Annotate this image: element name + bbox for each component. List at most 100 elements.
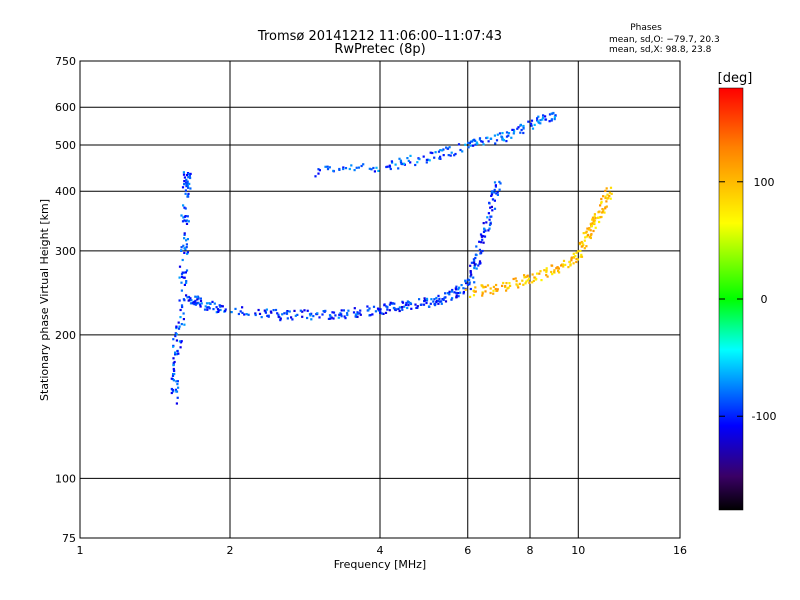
data-point <box>216 308 220 311</box>
data-point <box>483 227 486 230</box>
data-point <box>176 383 179 386</box>
data-point <box>597 216 600 219</box>
data-point <box>570 259 573 262</box>
data-point <box>355 166 358 169</box>
data-point <box>469 287 472 291</box>
data-point <box>181 271 184 274</box>
data-point <box>471 139 475 142</box>
data-point <box>425 158 428 161</box>
data-point <box>594 226 597 229</box>
data-point <box>478 137 482 140</box>
data-point <box>356 312 359 315</box>
data-point <box>294 314 297 317</box>
data-point <box>203 308 207 311</box>
data-point <box>377 169 380 172</box>
data-point <box>544 118 547 121</box>
data-point <box>254 312 257 315</box>
data-point <box>578 243 582 246</box>
data-point <box>484 285 487 288</box>
data-point <box>478 240 481 243</box>
data-point <box>490 191 493 194</box>
data-point <box>552 111 555 115</box>
data-point <box>539 270 542 273</box>
data-point <box>472 294 476 297</box>
data-point <box>258 312 262 315</box>
data-point <box>329 317 332 320</box>
data-point <box>599 216 602 219</box>
y-tick-label: 100 <box>55 472 76 485</box>
chart-subtitle: RwPretec (8p) <box>334 42 425 57</box>
data-point <box>558 271 561 274</box>
data-point <box>610 192 613 195</box>
data-point <box>539 122 542 125</box>
data-point <box>286 317 289 320</box>
data-point <box>600 211 603 214</box>
data-point <box>199 297 202 300</box>
data-point <box>174 353 177 356</box>
data-point <box>437 150 441 153</box>
data-point <box>178 340 181 343</box>
data-point <box>482 222 485 225</box>
data-point <box>422 303 426 306</box>
data-point <box>186 195 189 198</box>
data-point <box>353 307 356 310</box>
data-point <box>187 173 190 176</box>
data-point <box>514 277 517 280</box>
data-point <box>562 259 566 262</box>
data-point <box>407 159 410 162</box>
data-point <box>493 134 496 137</box>
data-point <box>316 312 319 315</box>
data-point <box>334 314 337 317</box>
data-point <box>531 273 534 276</box>
data-point <box>493 207 497 210</box>
data-point <box>425 301 428 305</box>
data-point <box>423 299 427 302</box>
data-point <box>469 295 472 298</box>
data-point <box>329 315 332 318</box>
data-point <box>572 252 575 255</box>
data-point <box>543 269 546 272</box>
colorbar-tick-label: 100 <box>754 176 775 189</box>
data-point <box>496 191 499 194</box>
data-point <box>185 219 189 222</box>
data-point <box>482 143 485 146</box>
data-point <box>301 315 304 318</box>
data-point <box>604 189 607 192</box>
data-point <box>505 282 508 285</box>
data-point <box>451 288 454 292</box>
data-point <box>474 256 477 260</box>
data-point <box>520 128 523 132</box>
data-point <box>515 283 518 286</box>
data-point <box>382 312 385 315</box>
data-point <box>479 233 483 236</box>
data-point <box>356 315 359 318</box>
data-point <box>186 184 190 188</box>
data-point <box>266 314 269 317</box>
data-point <box>327 317 330 320</box>
colorbar-label: [deg] <box>718 71 753 86</box>
data-point <box>544 115 547 118</box>
data-point <box>182 244 185 247</box>
data-point <box>409 161 412 164</box>
data-point <box>579 249 582 252</box>
data-point <box>465 282 468 285</box>
data-point <box>593 222 596 225</box>
data-point <box>405 301 408 305</box>
data-point <box>515 280 518 283</box>
data-point <box>486 216 489 219</box>
data-point <box>306 316 309 320</box>
colorbar-ticks: 100 0 -100 <box>719 176 776 423</box>
data-point <box>537 121 540 124</box>
data-point <box>605 200 608 203</box>
data-point <box>561 263 564 266</box>
data-point <box>575 251 578 254</box>
data-point <box>434 151 437 154</box>
data-point <box>398 306 401 309</box>
data-point <box>598 210 601 213</box>
data-point <box>493 199 496 202</box>
data-point <box>332 169 335 172</box>
data-point <box>505 140 508 143</box>
data-point <box>482 286 486 289</box>
data-point <box>486 284 490 287</box>
data-point <box>189 297 192 300</box>
